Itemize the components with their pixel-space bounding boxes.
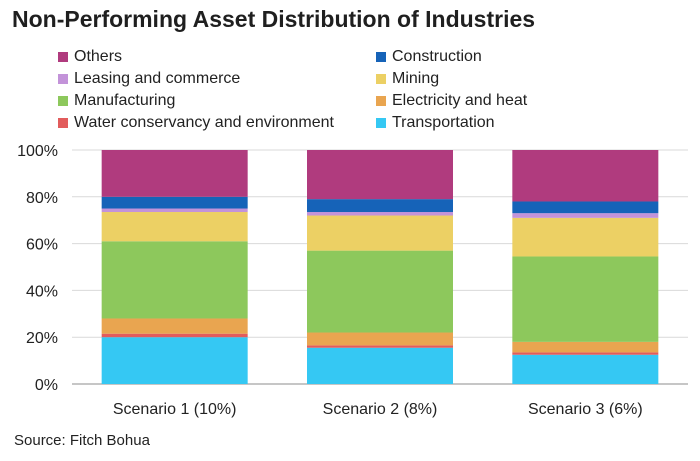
bar-segment	[101, 318, 248, 334]
legend-item: Manufacturing	[58, 92, 175, 110]
y-tick-label: 40%	[26, 283, 58, 300]
legend-swatch	[58, 52, 68, 62]
bar-segment	[101, 150, 248, 197]
legend-item: Electricity and heat	[376, 92, 527, 110]
bar-segment	[307, 150, 453, 200]
bar-segment	[512, 341, 659, 353]
legend-label: Manufacturing	[74, 92, 176, 109]
bar-segment	[307, 215, 453, 251]
bar-segment	[512, 256, 659, 342]
bar-segment	[101, 333, 248, 338]
legend-item: Others	[58, 48, 122, 66]
y-tick-label: 80%	[26, 190, 58, 207]
legend-swatch	[58, 96, 68, 106]
bar-segment	[101, 208, 248, 213]
y-tick-label: 0%	[35, 377, 58, 394]
x-tick-label: Scenario 3 (6%)	[528, 401, 643, 418]
legend-label: Electricity and heat	[392, 92, 528, 109]
legend-label: Construction	[392, 48, 482, 65]
stacked-bar-chart: 0% 20% 40% 60% 80% 100% Scenario 1 (10%) Scenar…	[17, 143, 688, 418]
legend-swatch	[376, 118, 386, 128]
bar-segment	[307, 199, 453, 213]
legend-swatch	[58, 118, 68, 128]
bar-segment	[512, 201, 659, 214]
legend-item: Transportation	[376, 114, 495, 132]
bar-segment	[101, 241, 248, 319]
legend-label: Transportation	[392, 114, 495, 131]
bar-segment	[307, 345, 453, 348]
bar-segment	[512, 217, 659, 257]
x-tick-label: Scenario 2 (8%)	[323, 401, 438, 418]
legend-label: Others	[74, 48, 123, 65]
bar-segment	[307, 332, 453, 346]
legend-swatch	[376, 52, 386, 62]
legend-item: Mining	[376, 70, 439, 88]
legend-swatch	[58, 74, 68, 84]
chart-title: Non-Performing Asset Distribution of Ind…	[12, 6, 536, 32]
legend-item: Construction	[376, 48, 482, 66]
bar-segment	[101, 196, 248, 209]
bar-segment	[307, 212, 453, 216]
bar-segment	[512, 150, 659, 202]
bar-segment	[512, 352, 659, 355]
legend-item: Leasing and commerce	[58, 70, 240, 88]
bar-segment	[101, 337, 248, 384]
legend-label: Mining	[392, 70, 440, 87]
chart-legend: Others Construction Leasing and commerce Mi…	[58, 48, 578, 138]
legend-swatch	[376, 74, 386, 84]
legend-label: Water conservancy and environment	[74, 114, 334, 131]
y-tick-label: 100%	[17, 143, 58, 160]
x-tick-label: Scenario 1 (10%)	[113, 401, 237, 418]
bar-segment	[512, 213, 659, 218]
bar-segment	[307, 250, 453, 333]
y-tick-label: 20%	[26, 330, 58, 347]
bar-segment	[101, 212, 248, 242]
bar-segment	[307, 347, 453, 384]
y-tick-label: 60%	[26, 237, 58, 254]
legend-label: Leasing and commerce	[74, 70, 241, 87]
legend-item: Water conservancy and environment	[58, 114, 334, 132]
source-note: Source: Fitch Bohua	[14, 432, 150, 449]
legend-swatch	[376, 96, 386, 106]
bar-segment	[512, 354, 659, 384]
